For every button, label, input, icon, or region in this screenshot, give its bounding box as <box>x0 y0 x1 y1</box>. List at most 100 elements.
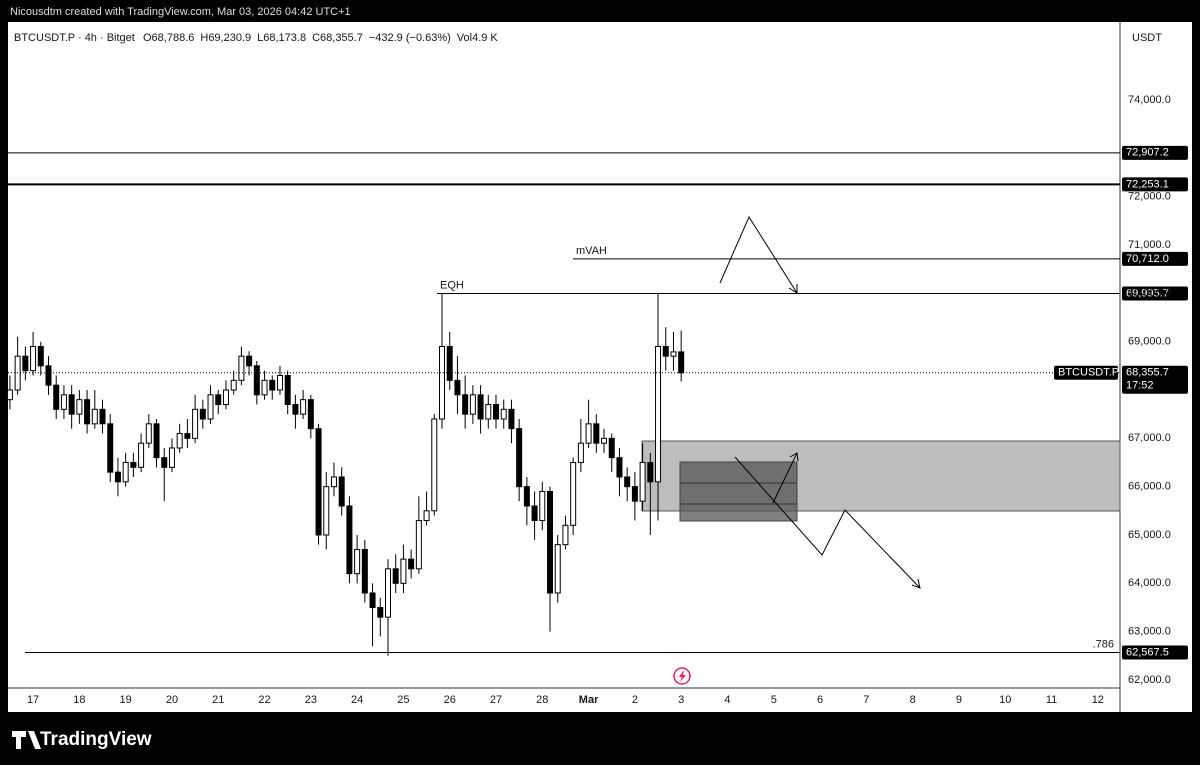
legend-ohlc: H69,230.9 <box>200 32 251 44</box>
candle-body <box>570 461 577 526</box>
x-tick-label: Mar <box>579 694 599 706</box>
candle-body <box>531 505 538 521</box>
candle-body <box>284 374 291 405</box>
level-badge <box>1122 645 1188 660</box>
candle-body <box>292 403 299 415</box>
candle-body <box>276 374 283 391</box>
projection-small <box>772 452 798 504</box>
candle-body <box>400 558 407 584</box>
order-block <box>679 461 798 522</box>
candle-body <box>454 379 461 396</box>
y-tick-label: 62,000.0 <box>1128 674 1171 686</box>
candle-body <box>138 442 145 468</box>
candle-body <box>415 519 422 570</box>
x-tick-label: 8 <box>910 694 916 706</box>
x-tick-label: 5 <box>771 694 777 706</box>
candle-body <box>145 423 152 444</box>
y-tick-label: 69,000.0 <box>1128 336 1171 348</box>
candle-body <box>431 418 438 512</box>
candle-body <box>662 345 669 357</box>
candle-body <box>469 394 476 415</box>
candle-body <box>361 548 368 594</box>
x-tick-label: 12 <box>1092 694 1104 706</box>
candle-body <box>500 408 507 420</box>
candle-body <box>577 442 584 463</box>
brand-logo <box>12 731 41 749</box>
candle-body <box>369 592 376 608</box>
level-badge <box>1122 286 1188 301</box>
legend-ohlc: O68,788.6 <box>143 32 194 44</box>
symbol-label: BTCUSDT.P <box>1058 367 1119 379</box>
x-tick-label: 3 <box>678 694 684 706</box>
candle-body <box>508 408 515 430</box>
candle-body <box>199 408 206 420</box>
candle-body <box>37 345 44 367</box>
y-tick-label: 72,000.0 <box>1128 191 1171 203</box>
candle-body <box>670 351 677 357</box>
candle-body <box>585 423 592 444</box>
event-icon <box>673 667 691 685</box>
level-label: 72,907.2 <box>1126 147 1169 159</box>
candle-body <box>547 490 554 594</box>
brand: TradingView <box>40 729 152 750</box>
candle-body <box>261 379 268 396</box>
candle-body <box>462 394 469 415</box>
y-tick-label: 65,000.0 <box>1128 529 1171 541</box>
candle-body <box>168 447 175 468</box>
arrow-head <box>788 284 798 294</box>
candle-body <box>114 471 121 483</box>
candle-body <box>423 510 430 521</box>
x-tick-label: 26 <box>444 694 456 706</box>
candle-body <box>122 461 129 483</box>
countdown-label: 17:52 <box>1126 380 1154 392</box>
candle-body <box>6 389 13 401</box>
legend-change: −432.9 (−0.63%) <box>369 32 451 44</box>
level-label: 69,995.7 <box>1126 287 1169 299</box>
y-tick-label: 64,000.0 <box>1128 577 1171 589</box>
y-tick-label: 67,000.0 <box>1128 432 1171 444</box>
candle-body <box>230 379 237 391</box>
x-tick-label: 6 <box>817 694 823 706</box>
candle-body <box>22 355 29 372</box>
x-tick-label: 17 <box>27 694 39 706</box>
level-label: 72,253.1 <box>1126 178 1169 190</box>
candle-body <box>53 384 60 410</box>
candle-body <box>184 432 191 439</box>
candle-body <box>107 423 114 473</box>
candle-body <box>384 568 391 618</box>
x-tick-label: 27 <box>490 694 502 706</box>
level-name: EQH <box>440 279 464 291</box>
candle-body <box>315 428 322 536</box>
x-tick-label: 21 <box>212 694 224 706</box>
level-name: mVAH <box>576 245 607 257</box>
candle-body <box>130 461 137 468</box>
x-tick-label: 2 <box>632 694 638 706</box>
y-tick-label: 71,000.0 <box>1128 239 1171 251</box>
candle-body <box>631 486 638 502</box>
candle-body <box>323 486 330 536</box>
candle-body <box>392 568 399 584</box>
candle-body <box>91 408 98 425</box>
level-badge <box>1122 145 1188 160</box>
x-tick-label: 11 <box>1046 694 1057 706</box>
price-label: 68,355.7 <box>1126 367 1169 379</box>
candle-body <box>207 394 214 420</box>
candle-body <box>176 432 183 449</box>
candle-body <box>477 394 484 420</box>
price-badge <box>1122 365 1188 394</box>
x-tick-label: 7 <box>863 694 869 706</box>
candle-body <box>253 365 260 396</box>
candle-body <box>215 394 222 405</box>
candle-body <box>30 345 37 372</box>
candle-body <box>238 355 245 381</box>
candle-body <box>99 408 106 425</box>
candle-body <box>84 399 91 425</box>
candle-body <box>408 558 415 570</box>
legend-ohlc: C68,355.7 <box>312 32 363 44</box>
legend-symbol: BTCUSDT.P · 4h · Bitget <box>14 32 135 44</box>
candle-body <box>45 365 52 386</box>
watermark: Nicousdtm created with TradingView.com, … <box>10 6 351 18</box>
candle-body <box>639 461 646 502</box>
legend-ohlc: L68,173.8 <box>257 32 306 44</box>
candle-body <box>161 457 168 468</box>
